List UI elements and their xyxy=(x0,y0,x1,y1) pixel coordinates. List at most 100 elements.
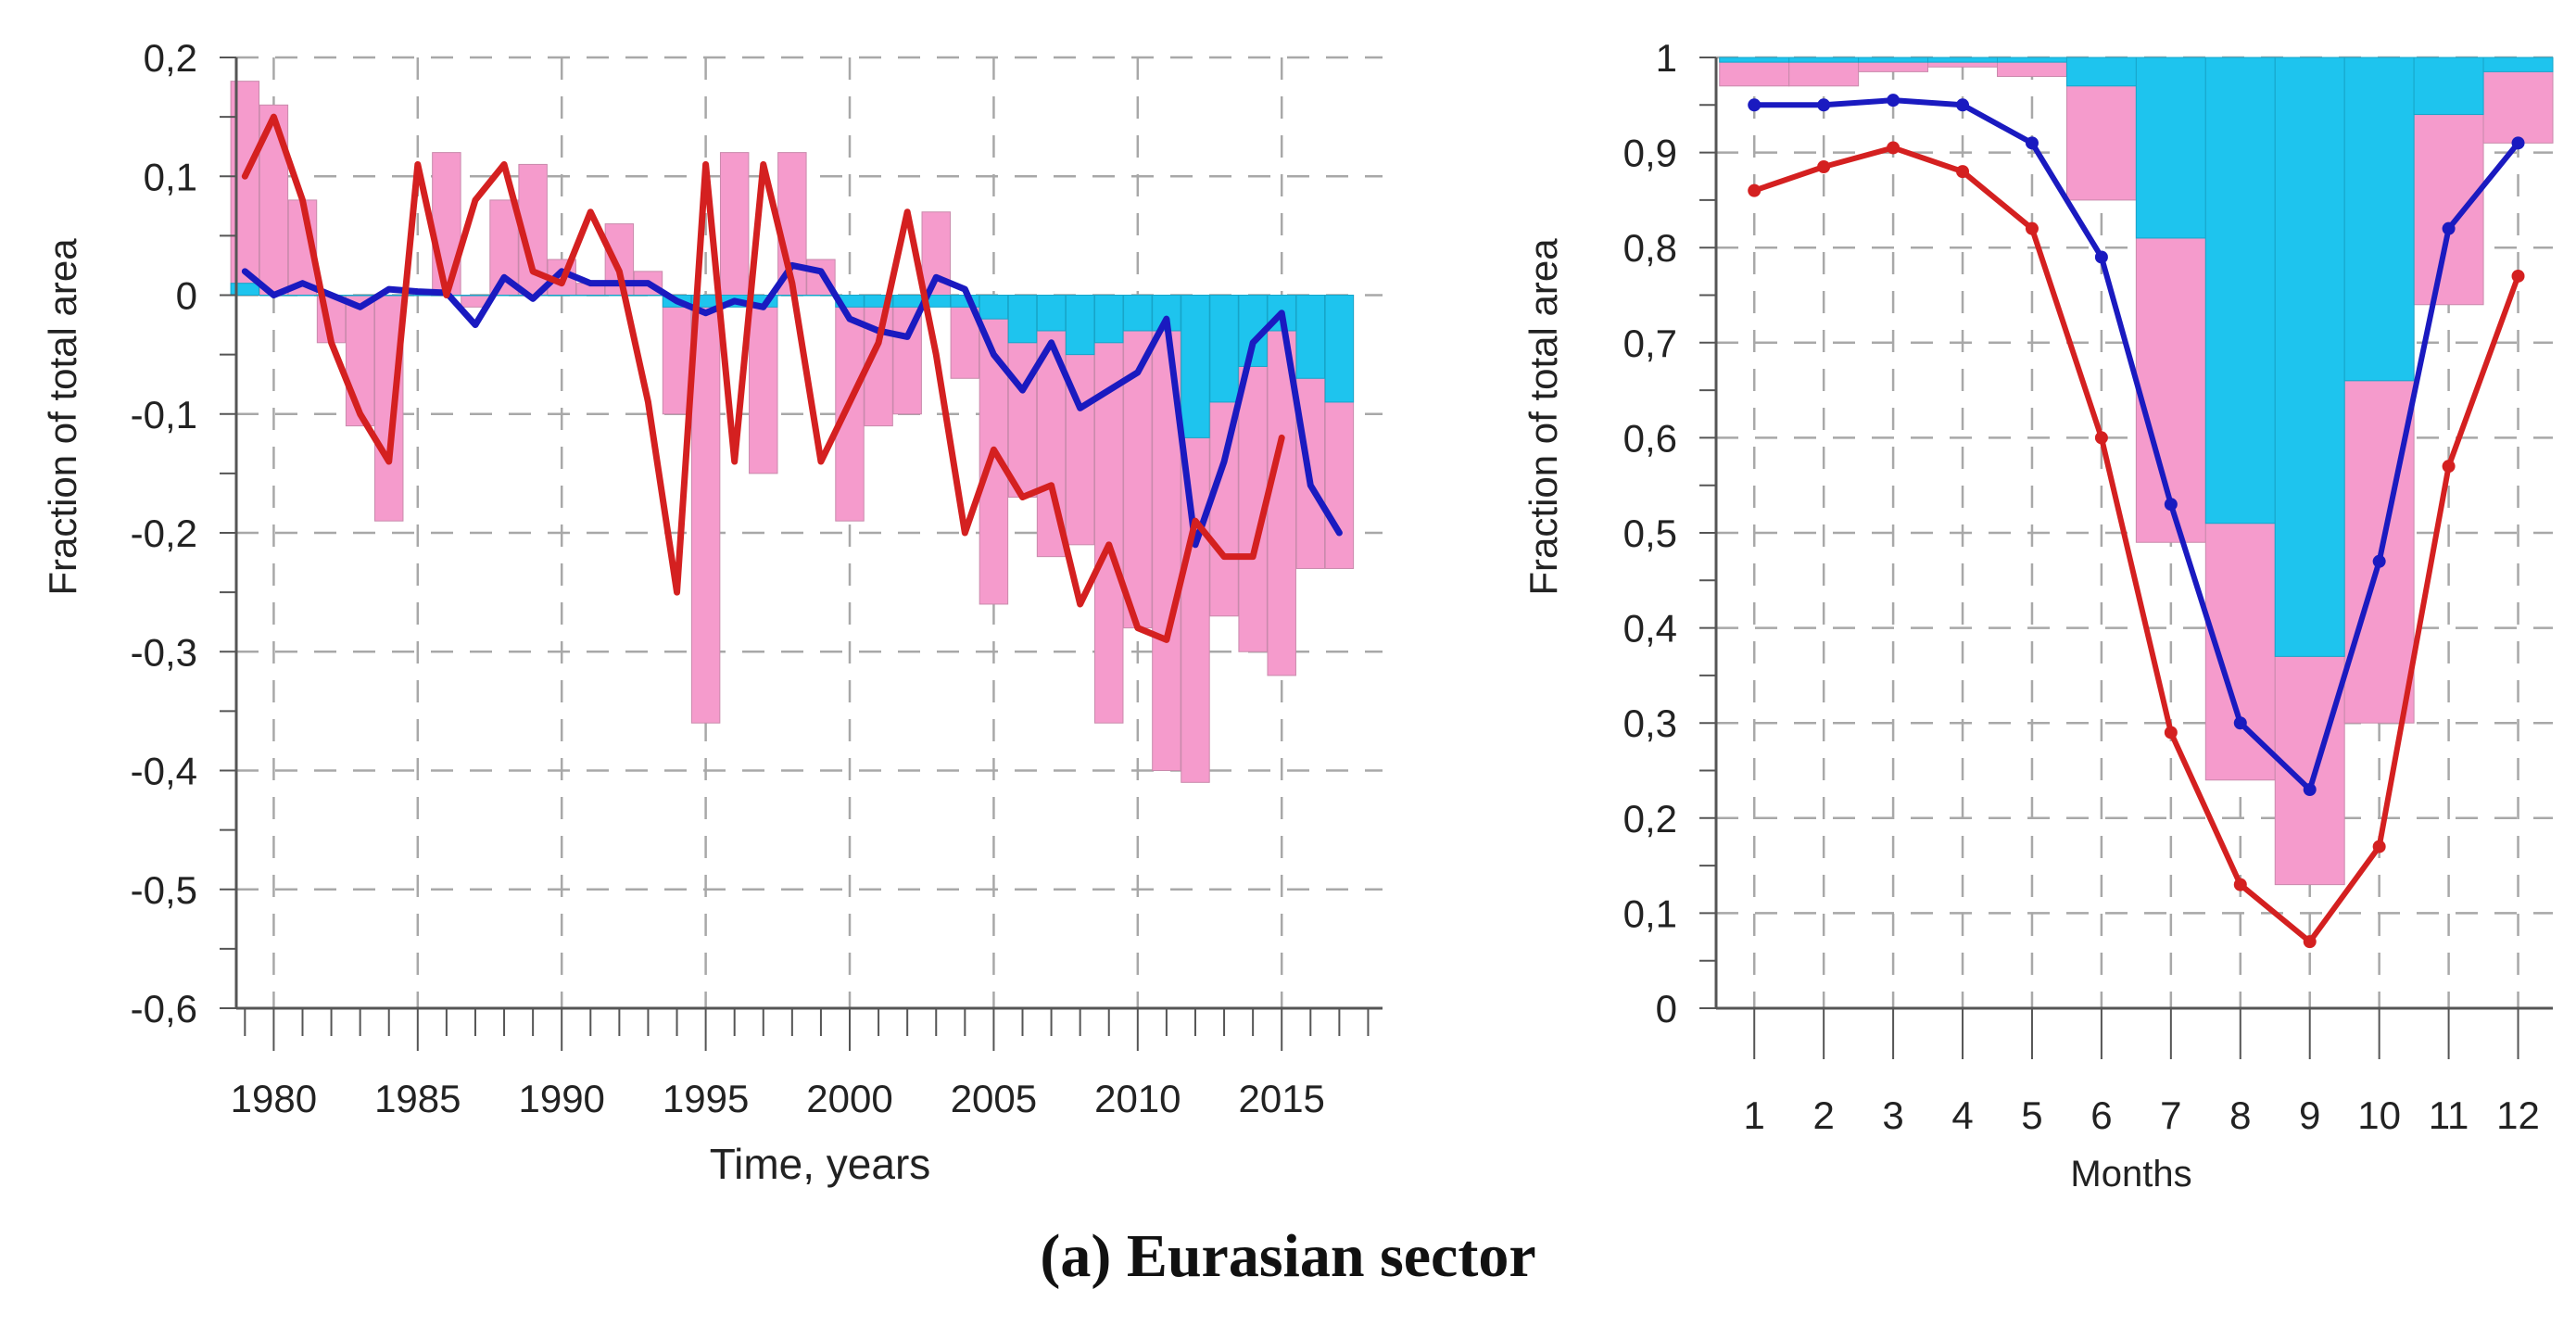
x-tick-label: 2010 xyxy=(1094,1077,1181,1120)
x-tick-label: 8 xyxy=(2229,1093,2251,1137)
cyan-bar xyxy=(461,295,490,297)
blue-line-marker xyxy=(2164,498,2178,512)
cyan-bar xyxy=(1858,57,1929,63)
x-tick-label: 2 xyxy=(1812,1093,1834,1137)
red-line-marker xyxy=(2025,221,2039,235)
cyan-bar xyxy=(1094,295,1124,344)
x-tick-label: 9 xyxy=(2299,1093,2320,1137)
y-tick-label: 0,4 xyxy=(1623,607,1677,651)
pink-bar xyxy=(1094,295,1124,724)
cyan-bar xyxy=(1324,295,1355,403)
cyan-bar xyxy=(806,295,836,297)
red-line xyxy=(241,113,1285,643)
pink-bar xyxy=(1152,295,1181,771)
y-tick-label: -0,3 xyxy=(131,630,197,674)
x-tick-label: 1995 xyxy=(663,1077,749,1120)
pink-bar xyxy=(1123,295,1153,629)
cyan-bar xyxy=(2413,57,2484,116)
x-tick-label: 11 xyxy=(2429,1093,2469,1137)
red-line-marker xyxy=(1748,183,1762,197)
y-axis-title: Fraction of total area xyxy=(1522,238,1565,596)
cyan-bar xyxy=(2482,57,2554,72)
cyan-bar xyxy=(1719,57,1790,63)
cyan-bar xyxy=(1209,295,1239,403)
blue-line-marker xyxy=(2303,783,2317,797)
cyan-bar xyxy=(575,295,606,297)
cyan-bar xyxy=(1065,295,1095,356)
cyan-bar xyxy=(979,295,1009,320)
x-tick-label: 1990 xyxy=(518,1077,604,1120)
cyan-bar xyxy=(345,295,375,297)
cyan-bar xyxy=(1007,295,1038,344)
y-axis-title: Fraction of total area xyxy=(41,238,84,596)
cyan-bar xyxy=(604,295,635,297)
blue-line-marker xyxy=(2511,136,2525,150)
cyan-bar xyxy=(892,295,922,308)
y-tick-label: -0,6 xyxy=(131,987,197,1030)
pink-bar xyxy=(749,295,778,474)
x-tick-label: 2000 xyxy=(806,1077,892,1120)
red-line-marker xyxy=(2164,726,2178,739)
blue-line-marker xyxy=(2372,554,2386,568)
red-line-marker xyxy=(2372,840,2386,853)
red-line-marker xyxy=(2511,269,2525,283)
cyan-bar xyxy=(2135,57,2206,239)
y-tick-label: 0,7 xyxy=(1623,322,1677,365)
right-chart: 10,90,80,70,60,50,40,30,20,101 2 3 4 5 6 7 8 9 10… xyxy=(1522,36,2554,1194)
y-tick-label: 1 xyxy=(1656,36,1677,80)
x-tick-label: 3 xyxy=(1882,1093,1903,1137)
y-tick-label: 0,1 xyxy=(144,155,197,198)
blue-line-marker xyxy=(2442,221,2456,235)
red-line-marker xyxy=(1887,141,1900,155)
x-tick-label: 5 xyxy=(2021,1093,2042,1137)
blue-line-marker xyxy=(1748,98,1762,112)
x-tick-label: 4 xyxy=(1951,1093,1973,1137)
cyan-bar xyxy=(1295,295,1326,379)
x-tick-label: 1985 xyxy=(374,1077,461,1120)
pink-bar xyxy=(662,295,692,415)
cyan-bar xyxy=(1996,57,2067,63)
cyan-bar xyxy=(547,295,576,297)
y-tick-label: -0,1 xyxy=(131,393,197,436)
y-tick-label: -0,5 xyxy=(131,868,197,912)
x-tick-label: 2015 xyxy=(1238,1077,1324,1120)
y-tick-label: 0,5 xyxy=(1623,512,1677,555)
y-tick-label: 0 xyxy=(176,274,197,318)
y-tick-label: 0,1 xyxy=(1623,891,1677,935)
x-axis-title: Time, years xyxy=(710,1140,931,1188)
red-line-marker xyxy=(2442,460,2456,474)
x-tick-label: 12 xyxy=(2496,1093,2540,1137)
y-tick-label: -0,2 xyxy=(131,512,197,555)
pink-bar xyxy=(345,295,375,427)
cyan-bar xyxy=(287,295,318,297)
x-tick-label: 6 xyxy=(2090,1093,2112,1137)
cyan-bar xyxy=(2204,57,2276,524)
cyan-bar xyxy=(1181,295,1210,438)
y-tick-label: 0,6 xyxy=(1623,416,1677,460)
blue-line-marker xyxy=(2094,250,2108,264)
blue-line-marker xyxy=(2233,716,2247,730)
y-tick-label: 0,3 xyxy=(1623,701,1677,745)
blue-line xyxy=(241,261,1343,549)
y-tick-label: 0,8 xyxy=(1623,226,1677,270)
blue-line-marker xyxy=(1887,94,1900,107)
red-line-marker xyxy=(2233,878,2247,891)
cyan-bar xyxy=(1927,57,1998,63)
red-line-marker xyxy=(1817,159,1831,173)
y-tick-label: 0,2 xyxy=(1623,797,1677,840)
x-tick-label: 1 xyxy=(1744,1093,1765,1137)
red-line xyxy=(1753,145,2521,945)
red-line-marker xyxy=(2303,935,2317,949)
left-chart: 0,2 0,1 0 -0,1 -0,2 -0,3 -0,4 -0,5 -0,6 1980 1985 1… xyxy=(41,36,1383,1188)
cyan-bar xyxy=(1788,57,1860,63)
x-tick-label: 10 xyxy=(2357,1093,2401,1137)
cyan-bar xyxy=(2274,57,2345,657)
x-tick-label: 7 xyxy=(2160,1093,2181,1137)
pink-bar xyxy=(432,152,461,296)
cyan-bar xyxy=(230,283,260,296)
cyan-bar xyxy=(1036,295,1067,332)
pink-bar xyxy=(719,152,750,296)
red-line-marker xyxy=(2094,431,2108,445)
y-tick-label: 0,2 xyxy=(144,36,197,80)
